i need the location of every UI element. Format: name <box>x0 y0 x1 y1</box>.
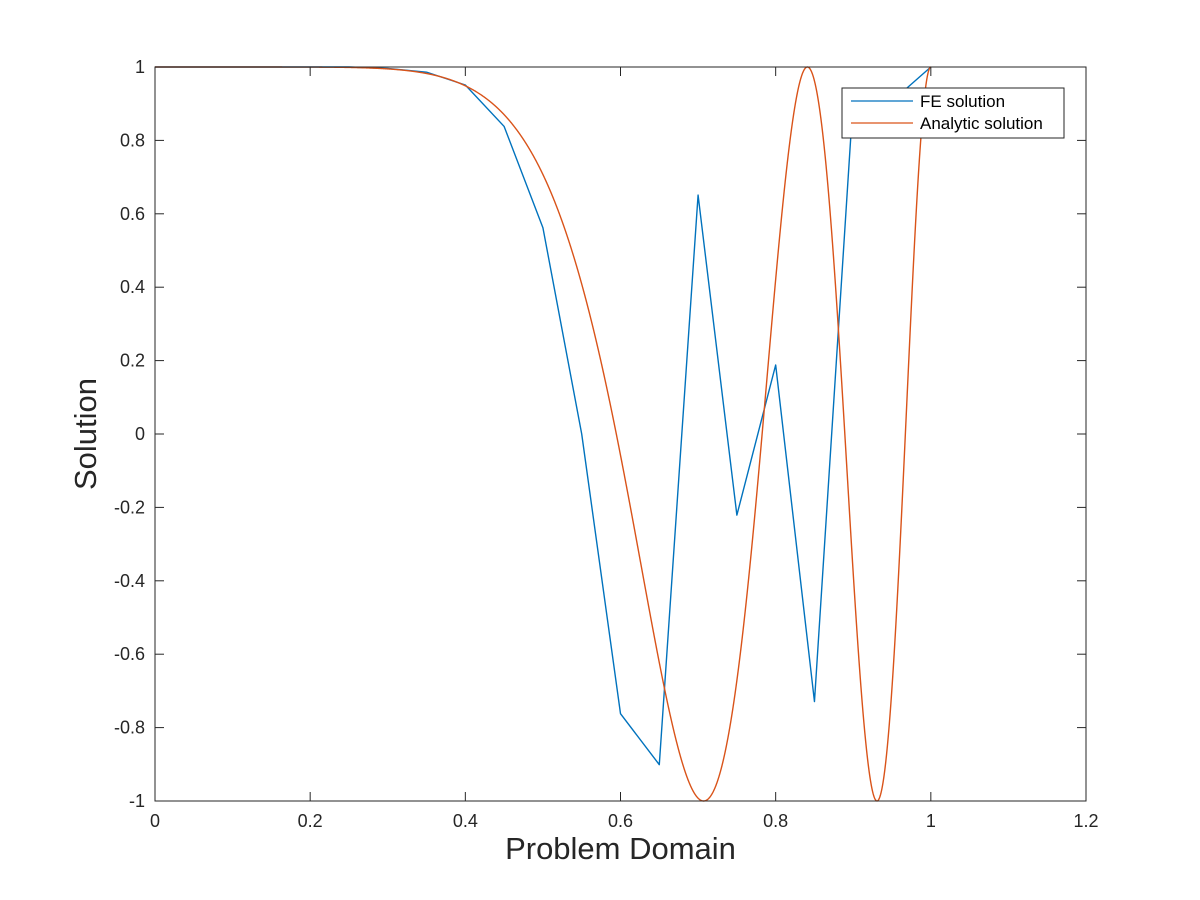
y-tick-label: -1 <box>129 791 145 811</box>
y-tick-label: -0.4 <box>114 571 145 591</box>
x-axis-label: Problem Domain <box>505 831 736 866</box>
legend-box <box>841 87 1065 139</box>
y-axis-label: Solution <box>68 378 103 490</box>
y-tick-label: 1 <box>135 57 145 77</box>
y-tick-label: 0.4 <box>120 277 145 297</box>
x-tick-label: 0.4 <box>453 811 478 831</box>
x-tick-label: 0 <box>150 811 160 831</box>
x-tick-label: 0.2 <box>298 811 323 831</box>
y-tick-label: -0.6 <box>114 644 145 664</box>
x-tick-label: 0.8 <box>763 811 788 831</box>
plot-area-background <box>155 67 1086 801</box>
x-axis: 0 0.2 0.4 0.6 0.8 1 1.2 <box>150 67 1099 831</box>
y-tick-label: 0.8 <box>120 130 145 150</box>
x-tick-label: 1 <box>926 811 936 831</box>
y-tick-label: 0.2 <box>120 351 145 371</box>
y-tick-label: -0.8 <box>114 718 145 738</box>
y-tick-label: -0.2 <box>114 497 145 517</box>
legend: FE solution Analytic solution <box>841 87 1065 139</box>
x-tick-label: 0.6 <box>608 811 633 831</box>
legend-label-analytic-solution: Analytic solution <box>920 114 1043 133</box>
y-tick-label: 0 <box>135 424 145 444</box>
y-axis: -1 -0.8 -0.6 -0.4 -0.2 0 0.2 0.4 0.6 0.8 1 <box>114 57 1086 811</box>
legend-label-fe-solution: FE solution <box>920 92 1005 111</box>
x-tick-label: 1.2 <box>1073 811 1098 831</box>
y-tick-label: 0.6 <box>120 204 145 224</box>
